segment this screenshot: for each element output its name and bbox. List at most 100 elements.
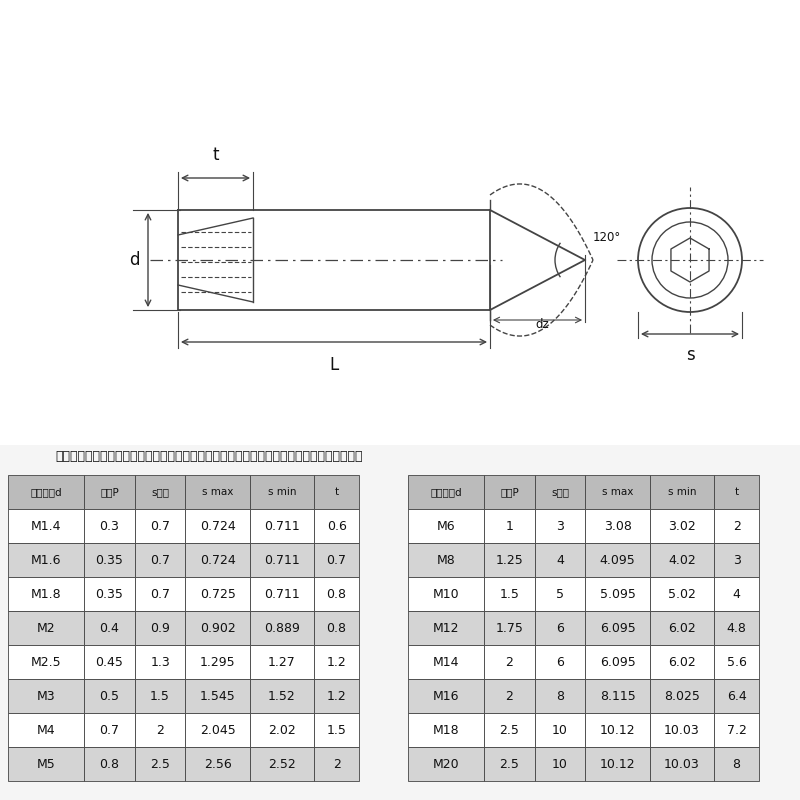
Text: M14: M14 xyxy=(433,655,459,669)
Bar xyxy=(534,577,586,611)
Text: 8.115: 8.115 xyxy=(600,690,635,702)
Bar xyxy=(650,645,714,679)
Text: M8: M8 xyxy=(437,554,455,566)
Bar xyxy=(314,543,359,577)
Text: 2: 2 xyxy=(506,655,514,669)
Bar xyxy=(314,679,359,713)
Text: 螺距P: 螺距P xyxy=(500,487,518,497)
Bar xyxy=(650,679,714,713)
Text: 120°: 120° xyxy=(593,231,622,244)
Text: 3.08: 3.08 xyxy=(604,519,631,533)
Text: M18: M18 xyxy=(433,723,459,737)
Bar xyxy=(134,543,186,577)
Text: t: t xyxy=(212,146,218,164)
Text: 4.095: 4.095 xyxy=(600,554,635,566)
Bar xyxy=(250,679,314,713)
Text: 2: 2 xyxy=(506,690,514,702)
Text: 8: 8 xyxy=(733,758,741,770)
Bar xyxy=(408,713,484,747)
Bar xyxy=(586,645,650,679)
Bar xyxy=(8,475,84,509)
Text: 2.56: 2.56 xyxy=(204,758,231,770)
Bar xyxy=(586,577,650,611)
Bar xyxy=(314,611,359,645)
Bar xyxy=(408,645,484,679)
Bar xyxy=(484,577,534,611)
Bar xyxy=(186,509,250,543)
Text: 0.9: 0.9 xyxy=(150,622,170,634)
Bar xyxy=(314,509,359,543)
Text: 10.12: 10.12 xyxy=(600,723,635,737)
Bar xyxy=(534,509,586,543)
Text: M1.6: M1.6 xyxy=(30,554,62,566)
Bar xyxy=(650,611,714,645)
Text: 6.4: 6.4 xyxy=(726,690,746,702)
Bar xyxy=(534,713,586,747)
Bar xyxy=(408,577,484,611)
Bar xyxy=(8,645,84,679)
Text: s max: s max xyxy=(602,487,634,497)
Text: 0.8: 0.8 xyxy=(99,758,119,770)
Text: 1.3: 1.3 xyxy=(150,655,170,669)
Text: 3: 3 xyxy=(733,554,741,566)
Text: 2: 2 xyxy=(333,758,341,770)
Text: t: t xyxy=(334,487,338,497)
Bar xyxy=(650,713,714,747)
Bar xyxy=(534,645,586,679)
Bar xyxy=(250,577,314,611)
Text: M10: M10 xyxy=(433,587,459,601)
Text: 0.7: 0.7 xyxy=(326,554,346,566)
Text: M20: M20 xyxy=(433,758,459,770)
Bar xyxy=(586,713,650,747)
Text: 0.35: 0.35 xyxy=(95,554,123,566)
Text: 0.724: 0.724 xyxy=(200,554,235,566)
Bar xyxy=(650,543,714,577)
Text: 2.045: 2.045 xyxy=(200,723,235,737)
Bar xyxy=(8,611,84,645)
Text: 2: 2 xyxy=(733,519,741,533)
Bar xyxy=(534,611,586,645)
Text: 2.52: 2.52 xyxy=(268,758,296,770)
Bar xyxy=(186,747,250,781)
Text: M3: M3 xyxy=(37,690,55,702)
Bar xyxy=(250,747,314,781)
Bar xyxy=(186,475,250,509)
Text: 1.75: 1.75 xyxy=(495,622,523,634)
Bar xyxy=(8,679,84,713)
Text: 5.02: 5.02 xyxy=(668,587,696,601)
Bar xyxy=(0,0,800,445)
Text: 0.724: 0.724 xyxy=(200,519,235,533)
Text: M6: M6 xyxy=(437,519,455,533)
Bar xyxy=(250,509,314,543)
Text: 0.7: 0.7 xyxy=(99,723,119,737)
Text: 6.095: 6.095 xyxy=(600,622,635,634)
Text: 0.5: 0.5 xyxy=(99,690,119,702)
Text: 6.02: 6.02 xyxy=(668,622,696,634)
Bar xyxy=(484,543,534,577)
Text: 1.5: 1.5 xyxy=(150,690,170,702)
Text: t: t xyxy=(734,487,738,497)
Text: 5.6: 5.6 xyxy=(726,655,746,669)
Text: 2: 2 xyxy=(156,723,164,737)
Text: 0.711: 0.711 xyxy=(264,587,300,601)
Text: 7.2: 7.2 xyxy=(726,723,746,737)
Bar xyxy=(314,577,359,611)
Text: 10: 10 xyxy=(552,723,568,737)
Text: 0.8: 0.8 xyxy=(326,587,346,601)
Text: M16: M16 xyxy=(433,690,459,702)
Bar xyxy=(134,679,186,713)
Text: 8.025: 8.025 xyxy=(664,690,700,702)
Bar xyxy=(586,611,650,645)
Bar xyxy=(186,611,250,645)
Bar xyxy=(8,713,84,747)
Bar xyxy=(8,509,84,543)
Bar xyxy=(534,747,586,781)
Text: M5: M5 xyxy=(37,758,55,770)
Text: d: d xyxy=(129,251,139,269)
Bar xyxy=(250,475,314,509)
Bar xyxy=(186,679,250,713)
Bar xyxy=(84,577,134,611)
Bar xyxy=(714,611,759,645)
Bar xyxy=(586,747,650,781)
Text: 0.711: 0.711 xyxy=(264,519,300,533)
